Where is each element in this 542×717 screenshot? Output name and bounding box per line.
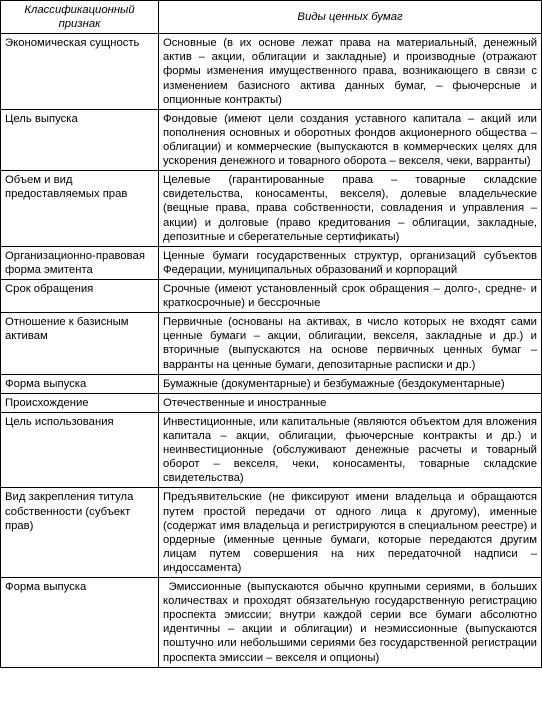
cell-criterion: Срок обращения xyxy=(1,279,159,312)
cell-criterion: Объем и вид предоставляемых прав xyxy=(1,171,159,247)
cell-types: Срочные (имеют установленный срок обраще… xyxy=(159,279,542,312)
table-row: Срок обращения Срочные (имеют установлен… xyxy=(1,279,542,312)
table-row: Происхождение Отечественные и иностранны… xyxy=(1,393,542,412)
cell-types: Отечественные и иностранные xyxy=(159,393,542,412)
table-row: Вид закрепления титула собственности (су… xyxy=(1,488,542,578)
cell-criterion: Цель использования xyxy=(1,412,159,488)
cell-criterion: Вид закрепления титула собственности (су… xyxy=(1,488,159,578)
cell-criterion: Форма выпуска xyxy=(1,578,159,668)
cell-criterion: Отношение к базисным активам xyxy=(1,313,159,374)
cell-types: Бумажные (документарные) и безбумажные (… xyxy=(159,374,542,393)
cell-types: Основные (в их основе лежат права на мат… xyxy=(159,34,542,110)
cell-types: Первичные (основаны на активах, в число … xyxy=(159,313,542,374)
table-row: Цель выпуска Фондовые (имеют цели создан… xyxy=(1,109,542,170)
table-row: Цель использования Инвестиционные, или к… xyxy=(1,412,542,488)
cell-types: Ценные бумаги государственных структур, … xyxy=(159,246,542,279)
header-types: Виды ценных бумаг xyxy=(159,1,542,34)
table-header-row: Классификационный признак Виды ценных бу… xyxy=(1,1,542,34)
cell-types: Инвестиционные, или капитальные (являютс… xyxy=(159,412,542,488)
cell-criterion: Форма выпуска xyxy=(1,374,159,393)
table-row: Организационно-правовая форма эмитента Ц… xyxy=(1,246,542,279)
header-classification: Классификационный признак xyxy=(1,1,159,34)
cell-types: Целевые (гарантированные права – товарны… xyxy=(159,171,542,247)
table-row: Форма выпуска Бумажные (документарные) и… xyxy=(1,374,542,393)
cell-types: Предъявительские (не фиксируют имени вла… xyxy=(159,488,542,578)
cell-criterion: Экономическая сущность xyxy=(1,34,159,110)
cell-types: Фондовые (имеют цели создания уставного … xyxy=(159,109,542,170)
table-row: Экономическая сущность Основные (в их ос… xyxy=(1,34,542,110)
classification-table: Классификационный признак Виды ценных бу… xyxy=(0,0,542,668)
cell-criterion: Организационно-правовая форма эмитента xyxy=(1,246,159,279)
cell-criterion: Происхождение xyxy=(1,393,159,412)
table-row: Объем и вид предоставляемых прав Целевые… xyxy=(1,171,542,247)
table-row: Форма выпуска Эмиссионные (выпускаются о… xyxy=(1,578,542,668)
table-row: Отношение к базисным активам Первичные (… xyxy=(1,313,542,374)
cell-criterion: Цель выпуска xyxy=(1,109,159,170)
cell-types: Эмиссионные (выпускаются обычно крупными… xyxy=(159,578,542,668)
